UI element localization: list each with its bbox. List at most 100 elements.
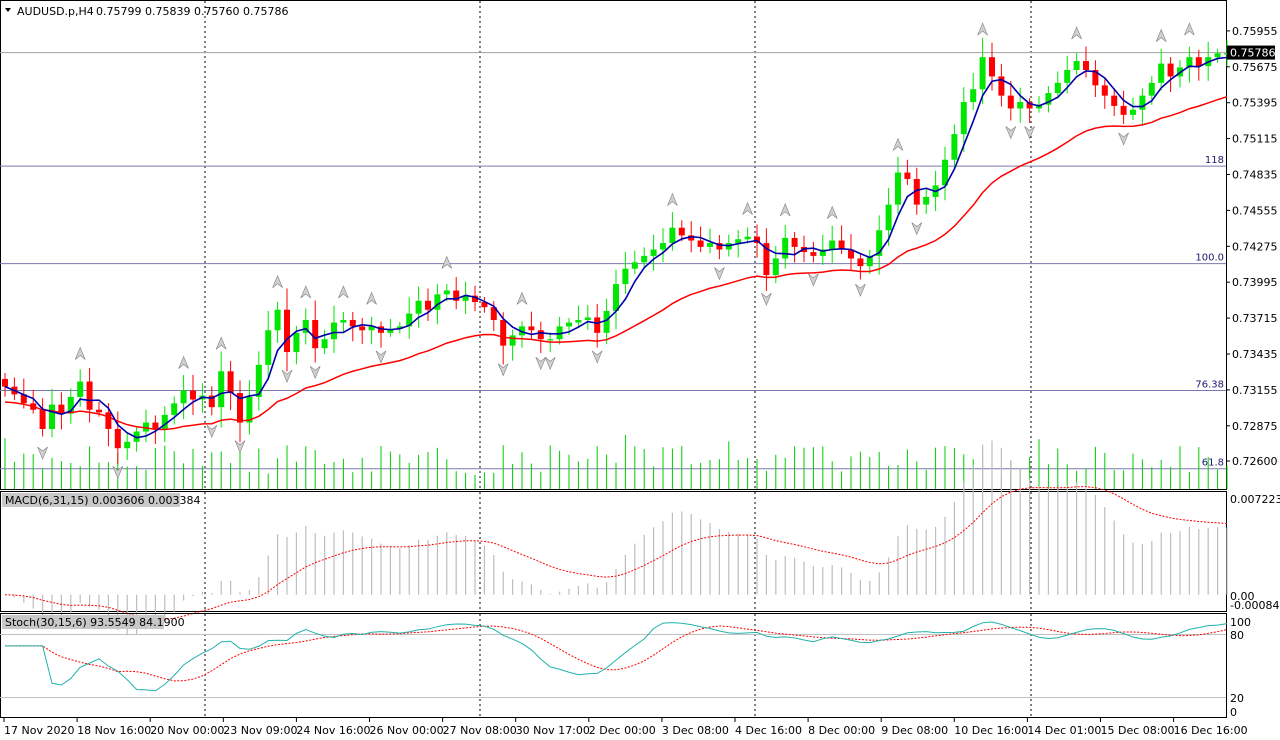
candle — [913, 167, 920, 215]
triangle-down-icon[interactable] — [5, 8, 11, 12]
candle-body — [152, 422, 159, 429]
ohlc-values: 0.75799 0.75839 0.75760 0.75786 — [96, 5, 288, 18]
candle-body — [951, 134, 958, 160]
candle-body — [866, 255, 873, 267]
fractal-down-arrow — [855, 283, 866, 297]
candle-body — [96, 409, 102, 413]
candle-body — [246, 396, 253, 423]
candle-body — [895, 172, 901, 205]
fractal-down-arrow — [112, 465, 124, 479]
candle — [396, 321, 403, 334]
symbol-label: AUDUSD.p,H4 — [17, 5, 94, 18]
candle-body — [848, 249, 854, 259]
stochastic-axis-100: 100 — [1230, 616, 1251, 629]
candle — [1073, 52, 1080, 75]
candle-body — [669, 227, 676, 244]
candle-body — [133, 431, 140, 442]
candle — [340, 311, 347, 333]
candle — [105, 403, 112, 447]
candle-body — [904, 172, 911, 179]
price-axis-label: 0.72600 — [1232, 455, 1278, 468]
candle — [622, 251, 629, 294]
candle-body — [556, 326, 563, 340]
candle-body — [697, 240, 704, 247]
fractal-down-arrow — [375, 350, 387, 364]
fractal-down-arrow — [535, 356, 547, 371]
time-axis-label: 3 Dec 08:00 — [662, 724, 729, 737]
candle — [284, 288, 290, 372]
stochastic-signal-line — [5, 625, 1228, 682]
candle-body — [735, 239, 742, 244]
fractal-down-arrow — [808, 273, 819, 287]
candle — [519, 321, 525, 348]
price-axis-label: 0.73715 — [1232, 312, 1278, 325]
fractal-down-arrow — [714, 267, 725, 281]
time-axis-label: 24 Nov 16:00 — [296, 724, 370, 737]
candle — [537, 321, 544, 354]
fractal-down-arrow — [761, 292, 772, 306]
candle-body — [631, 262, 638, 269]
fractal-down-arrow — [206, 424, 218, 438]
candle — [1120, 90, 1127, 125]
candle-body — [1064, 70, 1071, 83]
stochastic-pane[interactable]: Stoch(30,15,6) 93.5549 84.1900 — [0, 613, 1228, 718]
candle — [613, 269, 619, 330]
candle — [1054, 71, 1061, 99]
macd-signal-line — [4, 486, 1228, 620]
candle — [481, 296, 488, 313]
fractal-up-arrow — [667, 192, 678, 206]
candle — [208, 386, 215, 416]
candle — [462, 281, 469, 315]
candle — [246, 380, 253, 435]
fib-level-label: 61.8 — [1202, 458, 1224, 469]
candle — [415, 286, 422, 328]
candle-body — [1026, 102, 1033, 109]
candle-body — [1111, 95, 1118, 106]
candle-body — [472, 295, 478, 303]
candle-body — [688, 235, 695, 241]
candle — [1101, 79, 1108, 109]
fractal-up-arrow — [742, 201, 753, 215]
candle — [791, 232, 798, 263]
price-axis-label: 0.72875 — [1232, 420, 1278, 433]
fractal-down-arrow — [1118, 132, 1129, 146]
candle-body — [566, 322, 572, 327]
candle-body — [443, 290, 450, 295]
candle-body — [885, 204, 892, 231]
candle — [866, 249, 873, 274]
candle — [575, 305, 582, 328]
candle-body — [707, 243, 713, 247]
candle-body — [312, 320, 319, 349]
fractal-down-arrow — [911, 222, 923, 236]
candle — [1130, 97, 1136, 121]
candle-body — [387, 328, 394, 333]
price-pane[interactable]: 118 100.0 76.38 61.8 AUDUSD.p,H4 0.75799 0.… — [0, 0, 1230, 490]
candle — [387, 318, 394, 337]
candle — [500, 312, 507, 365]
time-axis-label: 27 Nov 08:00 — [443, 724, 517, 737]
fractal-up-arrow — [272, 274, 283, 288]
candle — [255, 351, 262, 411]
candle — [819, 234, 826, 265]
candle-body — [876, 230, 883, 256]
candle — [453, 277, 460, 310]
candle — [265, 310, 272, 381]
candle-body — [970, 89, 977, 103]
candle — [321, 329, 328, 355]
macd-pane[interactable]: MACD(6,31,15) 0.003606 0.003384 — [0, 440, 1228, 636]
candle-body — [509, 335, 516, 346]
price-axis-label: 0.73995 — [1232, 276, 1278, 289]
candle — [848, 234, 854, 270]
candle — [782, 225, 789, 269]
candle — [998, 63, 1005, 107]
candle — [227, 360, 234, 411]
candle — [857, 253, 864, 280]
fractal-down-arrow — [497, 363, 509, 377]
candle-body — [86, 381, 93, 410]
candle-body — [1195, 57, 1202, 67]
candle-body — [490, 307, 497, 320]
stochastic-axis: 100 80 20 0 — [1230, 616, 1251, 719]
